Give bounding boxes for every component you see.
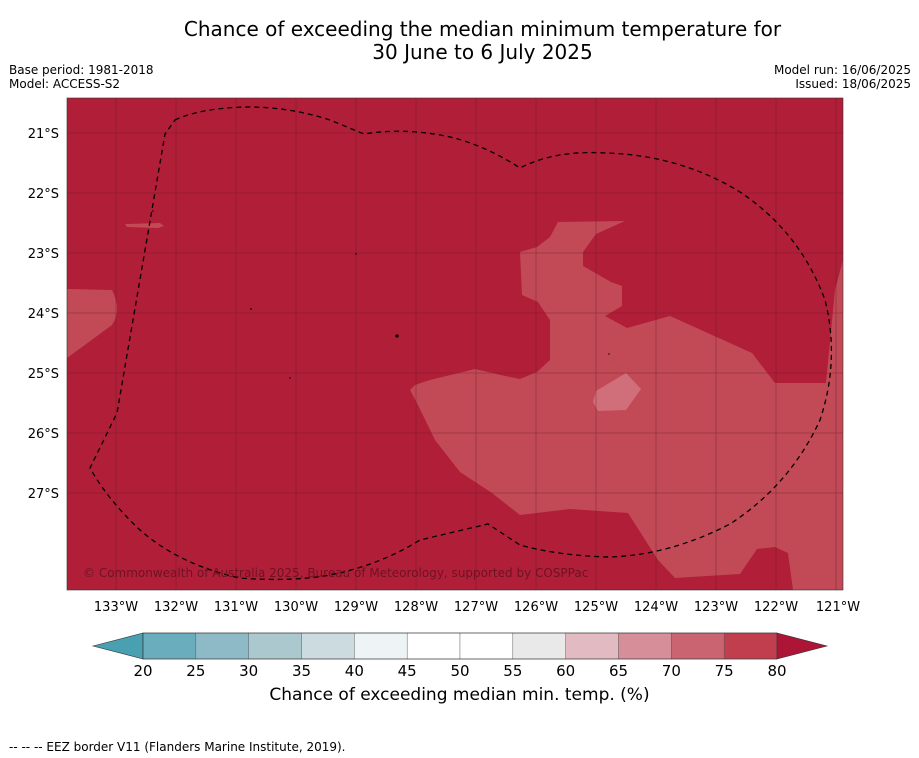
- lon-label: 126°W: [514, 600, 558, 615]
- colorbar-tick-label: 20: [133, 662, 152, 680]
- title-line-2: 30 June to 6 July 2025: [372, 40, 593, 64]
- colorbar-tick-label: 45: [398, 662, 417, 680]
- lon-label: 123°W: [694, 600, 738, 615]
- probability-patch-small: [125, 223, 164, 228]
- colorbar-segment: [723, 632, 778, 660]
- colorbar-segment: [406, 632, 461, 660]
- model-label: Model: ACCESS-S2: [9, 77, 121, 91]
- probability-patch-east-inner: [593, 373, 641, 411]
- lat-label: 22°S: [28, 187, 59, 202]
- colorbar-tick-label: 40: [345, 662, 364, 680]
- lat-label: 26°S: [28, 427, 59, 442]
- longitude-labels: 133°W 132°W 131°W 130°W 129°W 128°W 127°…: [94, 600, 860, 615]
- colorbar-over-arrow: [776, 632, 829, 660]
- colorbar-under-arrow: [91, 632, 144, 660]
- copyright-text: © Commonwealth of Australia 2025, Bureau…: [83, 566, 588, 580]
- colorbar-frame: [142, 632, 778, 660]
- lon-label: 130°W: [274, 600, 318, 615]
- colorbar-tick-label: 25: [186, 662, 205, 680]
- colorbar-segments: [142, 632, 778, 660]
- run-info: Model run: 16/06/2025 Issued: 18/06/2025: [774, 63, 911, 91]
- colorbar-tick-label: 65: [609, 662, 628, 680]
- colorbar-segment: [142, 632, 197, 660]
- title-line-1: Chance of exceeding the median minimum t…: [183, 17, 782, 41]
- colorbar-segment: [354, 632, 408, 660]
- model-run-label: Model run: 16/06/2025: [773, 63, 911, 77]
- map-panel: © Commonwealth of Australia 2025, Bureau…: [66, 97, 844, 591]
- lon-label: 122°W: [754, 600, 798, 615]
- lon-label: 131°W: [214, 600, 258, 615]
- eez-legend-note: -- -- -- EEZ border V11 (Flanders Marine…: [9, 740, 346, 754]
- colorbar-tick-label: 50: [450, 662, 469, 680]
- lon-label: 128°W: [394, 600, 438, 615]
- colorbar-tick-label: 55: [503, 662, 522, 680]
- colorbar-tick-label: 30: [239, 662, 258, 680]
- colorbar-tick-label: 80: [767, 662, 786, 680]
- colorbar-tick-labels: 20 25 30 35 40 45 50 55 60 65 70 75 80: [133, 662, 786, 680]
- eez-border: [89, 106, 833, 581]
- lat-label: 27°S: [28, 487, 59, 502]
- lat-label: 23°S: [28, 247, 59, 262]
- probability-patch-west: [67, 289, 117, 358]
- map-frame: [66, 97, 844, 591]
- lon-label: 132°W: [154, 600, 198, 615]
- lat-label: 21°S: [28, 127, 59, 142]
- colorbar-segment: [671, 632, 725, 660]
- island-marks: [152, 210, 610, 379]
- colorbar-segment: [301, 632, 355, 660]
- colorbar: 20 25 30 35 40 45 50 55 60 65 70 75 80: [91, 632, 829, 680]
- colorbar-segment: [248, 632, 302, 660]
- issued-label: Issued: 18/06/2025: [795, 77, 911, 91]
- colorbar-segment: [459, 632, 514, 660]
- lon-label: 121°W: [816, 600, 860, 615]
- lat-label: 25°S: [28, 367, 59, 382]
- grid-lines: [67, 98, 843, 590]
- lon-label: 129°W: [334, 600, 378, 615]
- colorbar-tick-label: 70: [662, 662, 681, 680]
- latitude-labels: 21°S 22°S 23°S 24°S 25°S 26°S 27°S: [28, 127, 59, 502]
- colorbar-label: Chance of exceeding median min. temp. (%…: [269, 685, 650, 705]
- colorbar-segment: [512, 632, 566, 660]
- colorbar-tick-label: 35: [292, 662, 311, 680]
- lon-label: 127°W: [454, 600, 498, 615]
- map-title: Chance of exceeding the median minimum t…: [0, 18, 919, 64]
- base-period-label: Base period: 1981-2018: [9, 63, 154, 77]
- lon-label: 125°W: [574, 600, 618, 615]
- colorbar-tick-label: 75: [715, 662, 734, 680]
- colorbar-segment: [618, 632, 672, 660]
- lat-label: 24°S: [28, 307, 59, 322]
- colorbar-tick-label: 60: [556, 662, 575, 680]
- lon-label: 124°W: [634, 600, 678, 615]
- base-info: Base period: 1981-2018 Model: ACCESS-S2: [9, 63, 154, 91]
- colorbar-segment: [195, 632, 249, 660]
- lon-label: 133°W: [94, 600, 138, 615]
- colorbar-segment: [565, 632, 619, 660]
